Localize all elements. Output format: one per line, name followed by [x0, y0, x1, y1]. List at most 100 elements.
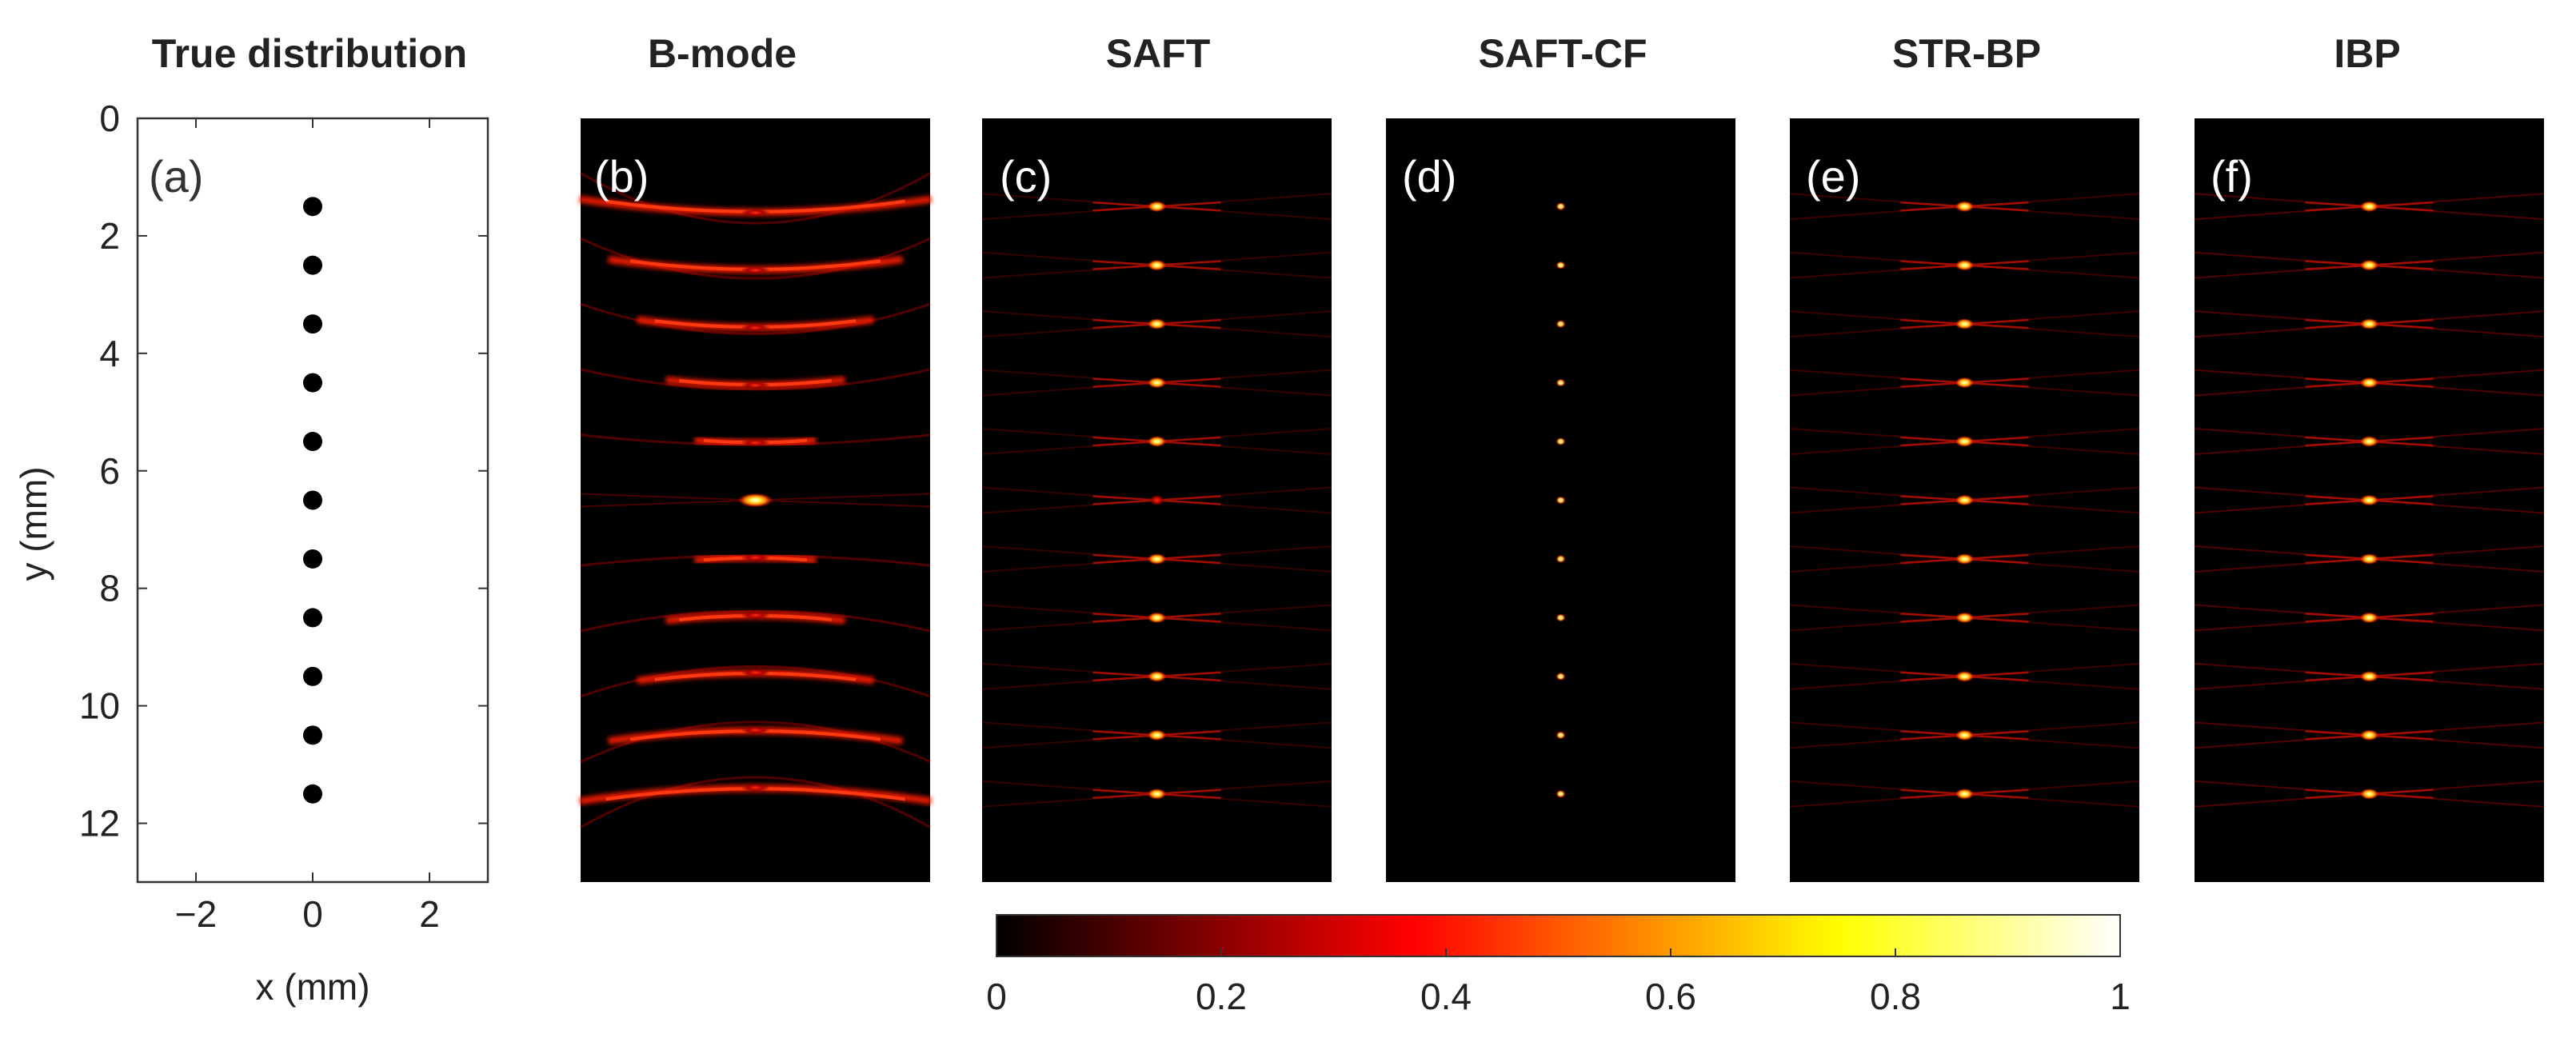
image-marks: [1789, 193, 2140, 808]
arc-peak: [741, 208, 770, 217]
panel-title: B-mode: [648, 31, 797, 76]
point-spot: [1955, 494, 1975, 506]
target-7: [2194, 545, 2545, 573]
point-core: [1559, 733, 1563, 737]
panel-label: (a): [149, 151, 203, 202]
point-spot: [2359, 729, 2379, 741]
target-4: [580, 368, 931, 391]
point-core: [1559, 557, 1563, 561]
colorbar-tick-label: 0.4: [1420, 976, 1472, 1017]
panel-label: (e): [1806, 151, 1860, 202]
target-4: [1556, 378, 1566, 387]
colorbar-tick-label: 0.6: [1645, 976, 1696, 1017]
target-6: [580, 493, 931, 508]
x-tick-label: −2: [175, 893, 217, 935]
x-tick-label: 0: [302, 893, 323, 935]
target-6: [1789, 486, 2140, 514]
target-6: [981, 486, 1332, 514]
arc-tail: [580, 302, 931, 336]
target-1: [2194, 193, 2545, 221]
target-6: [2194, 486, 2545, 514]
target-6: [1556, 496, 1566, 505]
target-11: [981, 780, 1332, 808]
y-axis-label: y (mm): [13, 466, 54, 581]
scatter-point: [303, 255, 322, 275]
arc-peak: [741, 323, 770, 332]
point-spot: [1147, 377, 1167, 389]
target-3: [1556, 320, 1566, 329]
target-1: [981, 193, 1332, 221]
target-8: [1789, 604, 2140, 632]
target-1: [1789, 193, 2140, 221]
point-core: [1559, 498, 1563, 502]
point-spot: [2359, 259, 2379, 271]
panel-title: SAFT: [1106, 31, 1211, 76]
scatter-point: [303, 314, 322, 334]
y-tick-label: 8: [99, 568, 120, 609]
target-2: [981, 251, 1332, 279]
point-core: [1559, 439, 1563, 444]
target-9: [1789, 662, 2140, 690]
panel-saft-cf: SAFT-CF (d): [1386, 31, 1735, 882]
arc-tail: [580, 368, 931, 391]
target-3: [1789, 310, 2140, 338]
point-spot: [1955, 259, 1975, 271]
arc-peak: [741, 784, 770, 792]
arc-tail: [580, 665, 931, 698]
target-5: [981, 428, 1332, 456]
scatter-point: [303, 784, 322, 804]
colorbar-gradient: [996, 914, 2121, 957]
point-spot: [1147, 553, 1167, 565]
target-11: [578, 776, 933, 828]
point-spot: [1955, 729, 1975, 741]
target-9: [1556, 672, 1566, 681]
point-spot: [1955, 788, 1975, 800]
scatter-point: [303, 490, 322, 510]
target-5: [2194, 428, 2545, 456]
point-spot: [1955, 318, 1975, 330]
scatter-point: [303, 549, 322, 569]
target-5: [580, 433, 931, 447]
panel-title: True distribution: [152, 31, 467, 76]
focal-spot: [737, 493, 773, 508]
point-spot: [1148, 494, 1165, 506]
target-2: [1789, 251, 2140, 279]
arc-tail: [580, 776, 931, 828]
point-spot: [1955, 553, 1975, 565]
target-7: [580, 553, 931, 567]
point-core: [1559, 792, 1563, 796]
scatter-point: [303, 373, 322, 393]
arc-peak: [741, 381, 770, 389]
scatter-point: [303, 432, 322, 452]
point-spot: [1955, 612, 1975, 624]
panel-title: STR-BP: [1892, 31, 2041, 76]
x-axis-ticks: −2 0 2: [175, 118, 440, 935]
arc-tail: [580, 609, 931, 633]
target-8: [580, 609, 931, 633]
target-3: [2194, 310, 2545, 338]
image-marks: [981, 193, 1332, 808]
panel-ibp: IBP (f): [2194, 31, 2545, 882]
target-7: [1789, 545, 2140, 573]
target-7: [1556, 554, 1566, 563]
y-tick-label: 2: [99, 215, 120, 257]
point-core: [1559, 204, 1563, 209]
point-spot: [1147, 436, 1167, 448]
point-spot: [2359, 318, 2379, 330]
panel-label: (d): [1402, 151, 1456, 202]
target-9: [580, 665, 931, 698]
point-spot: [2359, 788, 2379, 800]
target-5: [1789, 428, 2140, 456]
point-spot: [1147, 612, 1167, 624]
panel-str-bp: STR-BP (e): [1789, 31, 2140, 882]
arc-peak: [741, 438, 770, 447]
scatter-points: [303, 197, 322, 804]
target-11: [1789, 780, 2140, 808]
target-8: [981, 604, 1332, 632]
y-tick-label: 6: [99, 450, 120, 492]
target-4: [2194, 369, 2545, 397]
target-2: [2194, 251, 2545, 279]
panel-true-distribution: True distribution (a) 0 2 4 6 8 10 12 −2 0 2 x (…: [13, 31, 489, 1008]
point-core: [1559, 674, 1563, 679]
